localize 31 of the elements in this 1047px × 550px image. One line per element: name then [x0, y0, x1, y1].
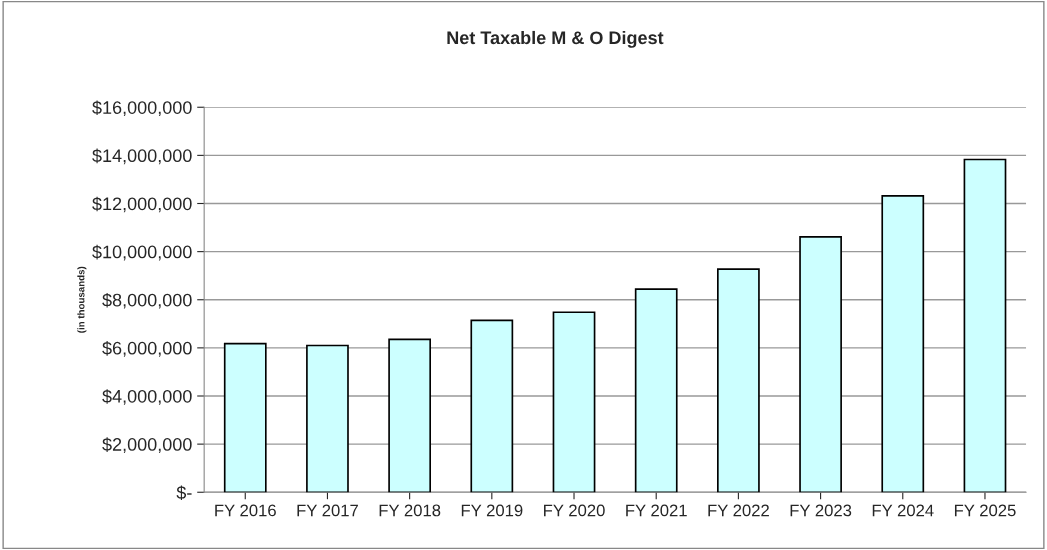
- y-tick-label: $8,000,000: [102, 292, 192, 309]
- chart-title: Net Taxable M & O Digest: [447, 30, 664, 48]
- bar: [306, 344, 349, 493]
- x-tick-label: FY 2022: [708, 504, 769, 517]
- y-tick-label: $10,000,000: [92, 244, 192, 261]
- bar: [552, 311, 596, 493]
- bar: [470, 319, 514, 493]
- x-tick-label: FY 2016: [215, 504, 276, 517]
- x-tick-label: FY 2017: [297, 504, 358, 517]
- bar: [223, 342, 267, 493]
- bar: [963, 158, 1007, 493]
- x-tick-label: FY 2018: [379, 504, 441, 517]
- bar: [881, 194, 925, 493]
- x-tick-label: FY 2023: [790, 504, 852, 517]
- bar: [799, 236, 842, 493]
- x-tick-label: FY 2021: [626, 504, 687, 517]
- y-tick-label: $6,000,000: [102, 341, 192, 357]
- y-tick-label: $4,000,000: [102, 389, 192, 405]
- x-tick-label: FY 2024: [872, 504, 934, 517]
- x-tick-label: FY 2019: [461, 504, 523, 517]
- y-axis-title: (in thousands): [77, 266, 87, 333]
- y-tick-label: $14,000,000: [92, 148, 192, 165]
- bar: [717, 268, 760, 493]
- x-tick-label: FY 2025: [954, 504, 1016, 517]
- y-tick-label: $16,000,000: [92, 100, 192, 117]
- bar: [388, 338, 432, 493]
- y-tick-label: $2,000,000: [102, 437, 192, 453]
- bar: [634, 288, 678, 493]
- y-tick-label: $-: [176, 485, 192, 501]
- y-tick-label: $12,000,000: [92, 196, 192, 213]
- x-tick-label: FY 2020: [544, 504, 605, 517]
